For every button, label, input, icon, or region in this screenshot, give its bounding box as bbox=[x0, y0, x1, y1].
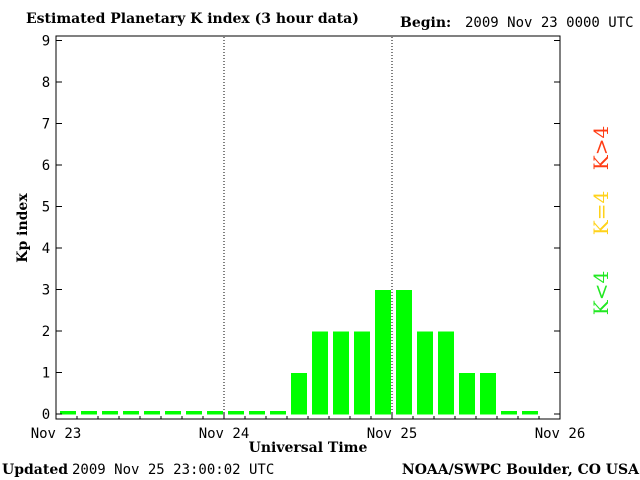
plot-frame bbox=[55, 35, 561, 420]
kp-bar bbox=[522, 411, 538, 415]
x-axis-ticks: Nov 23 Nov 24 Nov 25 Nov 26 bbox=[31, 413, 586, 442]
y-tick-label: 9 bbox=[42, 34, 50, 50]
y-tick-label: 4 bbox=[42, 241, 50, 257]
kp-bar bbox=[144, 411, 160, 415]
y-tick-label: 6 bbox=[42, 158, 50, 174]
kp-bar bbox=[396, 290, 412, 415]
y-axis-ticks: 0 1 2 3 4 5 6 7 8 9 bbox=[42, 34, 560, 423]
kp-bar bbox=[459, 373, 475, 415]
legend-item: K=4 bbox=[589, 191, 613, 235]
x-tick-label: Nov 26 bbox=[535, 426, 586, 442]
x-tick-label: Nov 25 bbox=[367, 426, 418, 442]
kp-bar bbox=[228, 411, 244, 415]
y-axis-label: Kp index bbox=[15, 193, 31, 263]
kp-bar bbox=[249, 411, 265, 415]
y-tick-label: 0 bbox=[42, 407, 50, 423]
kp-bar bbox=[165, 411, 181, 415]
kp-bar bbox=[480, 373, 496, 415]
y-tick-label: 8 bbox=[42, 75, 50, 91]
begin-value: 2009 Nov 23 0000 UTC bbox=[465, 15, 634, 31]
y-tick-label: 3 bbox=[42, 283, 50, 299]
kp-bar bbox=[102, 411, 118, 415]
kp-bar bbox=[375, 290, 391, 415]
kp-bar bbox=[417, 331, 433, 415]
bars bbox=[60, 290, 538, 415]
y-tick-label: 7 bbox=[42, 117, 50, 133]
y-tick-label: 1 bbox=[42, 366, 50, 382]
y-tick-label: 5 bbox=[42, 200, 50, 216]
kp-bar bbox=[291, 373, 307, 415]
credit-text: NOAA/SWPC Boulder, CO USA bbox=[402, 462, 640, 478]
kp-bar bbox=[354, 331, 370, 415]
kp-bar bbox=[186, 411, 202, 415]
kp-bar bbox=[333, 331, 349, 415]
updated-label: Updated bbox=[2, 462, 68, 478]
kp-bar bbox=[207, 411, 223, 415]
legend-item: K<4 bbox=[589, 271, 613, 315]
legend-item: K>4 bbox=[589, 126, 613, 170]
x-tick-label: Nov 23 bbox=[31, 426, 82, 442]
kp-bar bbox=[312, 331, 328, 415]
x-axis-label: Universal Time bbox=[249, 440, 368, 456]
kp-bar bbox=[123, 411, 139, 415]
kp-bar bbox=[501, 411, 517, 415]
legend: K<4 K=4 K>4 bbox=[589, 126, 613, 315]
grid-lines bbox=[223, 37, 393, 418]
chart-title: Estimated Planetary K index (3 hour data… bbox=[26, 11, 359, 27]
begin-label: Begin: bbox=[400, 15, 451, 31]
kp-bar bbox=[438, 331, 454, 415]
updated-value: 2009 Nov 25 23:00:02 UTC bbox=[72, 462, 274, 478]
kp-bar bbox=[270, 411, 286, 415]
x-tick-label: Nov 24 bbox=[199, 426, 250, 442]
kp-bar bbox=[60, 411, 76, 415]
y-tick-label: 2 bbox=[42, 324, 50, 340]
kp-bar bbox=[81, 411, 97, 415]
